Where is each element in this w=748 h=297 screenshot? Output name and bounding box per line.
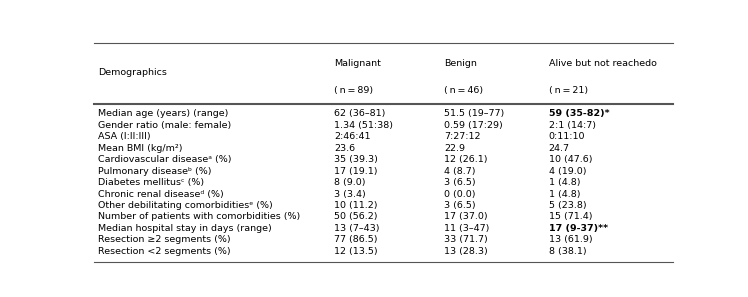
Text: 17 (37.0): 17 (37.0) — [444, 212, 488, 221]
Text: 0.59 (17:29): 0.59 (17:29) — [444, 121, 503, 130]
Text: Resection ≥2 segments (%): Resection ≥2 segments (%) — [98, 235, 231, 244]
Text: Cardiovascular diseaseᵃ (%): Cardiovascular diseaseᵃ (%) — [98, 155, 232, 164]
Text: Benign: Benign — [444, 59, 477, 67]
Text: ( n = 21): ( n = 21) — [548, 86, 588, 95]
Text: 3 (3.4): 3 (3.4) — [334, 189, 366, 198]
Text: 17 (19.1): 17 (19.1) — [334, 167, 378, 176]
Text: 8 (38.1): 8 (38.1) — [548, 247, 586, 256]
Text: Gender ratio (male: female): Gender ratio (male: female) — [98, 121, 231, 130]
Text: 4 (19.0): 4 (19.0) — [548, 167, 586, 176]
Text: 4 (8.7): 4 (8.7) — [444, 167, 476, 176]
Text: 2:46:41: 2:46:41 — [334, 132, 370, 141]
Text: 17 (9-37)**: 17 (9-37)** — [548, 224, 607, 233]
Text: Median age (years) (range): Median age (years) (range) — [98, 110, 228, 119]
Text: Mean BMI (kg/m²): Mean BMI (kg/m²) — [98, 144, 183, 153]
Text: 77 (86.5): 77 (86.5) — [334, 235, 378, 244]
Text: Chronic renal diseaseᵈ (%): Chronic renal diseaseᵈ (%) — [98, 189, 224, 198]
Text: 0 (0.0): 0 (0.0) — [444, 189, 476, 198]
Text: ( n = 46): ( n = 46) — [444, 86, 483, 95]
Text: 10 (11.2): 10 (11.2) — [334, 201, 378, 210]
Text: 8 (9.0): 8 (9.0) — [334, 178, 366, 187]
Text: Median hospital stay in days (range): Median hospital stay in days (range) — [98, 224, 272, 233]
Text: 11 (3–47): 11 (3–47) — [444, 224, 490, 233]
Text: Alive but not reachedᴏ: Alive but not reachedᴏ — [548, 59, 657, 67]
Text: 12 (13.5): 12 (13.5) — [334, 247, 378, 256]
Text: 15 (71.4): 15 (71.4) — [548, 212, 592, 221]
Text: 13 (7–43): 13 (7–43) — [334, 224, 379, 233]
Text: 33 (71.7): 33 (71.7) — [444, 235, 488, 244]
Text: 13 (61.9): 13 (61.9) — [548, 235, 592, 244]
Text: 22.9: 22.9 — [444, 144, 465, 153]
Text: 5 (23.8): 5 (23.8) — [548, 201, 586, 210]
Text: 24.7: 24.7 — [548, 144, 569, 153]
Text: Pulmonary diseaseᵇ (%): Pulmonary diseaseᵇ (%) — [98, 167, 212, 176]
Text: 2:1 (14:7): 2:1 (14:7) — [548, 121, 595, 130]
Text: Resection <2 segments (%): Resection <2 segments (%) — [98, 247, 231, 256]
Text: 7:27:12: 7:27:12 — [444, 132, 481, 141]
Text: 3 (6.5): 3 (6.5) — [444, 201, 476, 210]
Text: Number of patients with comorbidities (%): Number of patients with comorbidities (%… — [98, 212, 301, 221]
Text: 50 (56.2): 50 (56.2) — [334, 212, 378, 221]
Text: 0:11:10: 0:11:10 — [548, 132, 585, 141]
Text: 51.5 (19–77): 51.5 (19–77) — [444, 110, 504, 119]
Text: 23.6: 23.6 — [334, 144, 355, 153]
Text: 13 (28.3): 13 (28.3) — [444, 247, 488, 256]
Text: 62 (36–81): 62 (36–81) — [334, 110, 385, 119]
Text: ( n = 89): ( n = 89) — [334, 86, 373, 95]
Text: 35 (39.3): 35 (39.3) — [334, 155, 378, 164]
Text: Demographics: Demographics — [98, 68, 167, 77]
Text: ASA (I:II:III): ASA (I:II:III) — [98, 132, 151, 141]
Text: 1 (4.8): 1 (4.8) — [548, 189, 580, 198]
Text: 3 (6.5): 3 (6.5) — [444, 178, 476, 187]
Text: 12 (26.1): 12 (26.1) — [444, 155, 488, 164]
Text: 1 (4.8): 1 (4.8) — [548, 178, 580, 187]
Text: 10 (47.6): 10 (47.6) — [548, 155, 592, 164]
Text: Malignant: Malignant — [334, 59, 381, 67]
Text: Other debilitating comorbiditiesᵉ (%): Other debilitating comorbiditiesᵉ (%) — [98, 201, 273, 210]
Text: 59 (35-82)*: 59 (35-82)* — [548, 110, 609, 119]
Text: Diabetes mellitusᶜ (%): Diabetes mellitusᶜ (%) — [98, 178, 204, 187]
Text: 1.34 (51:38): 1.34 (51:38) — [334, 121, 393, 130]
